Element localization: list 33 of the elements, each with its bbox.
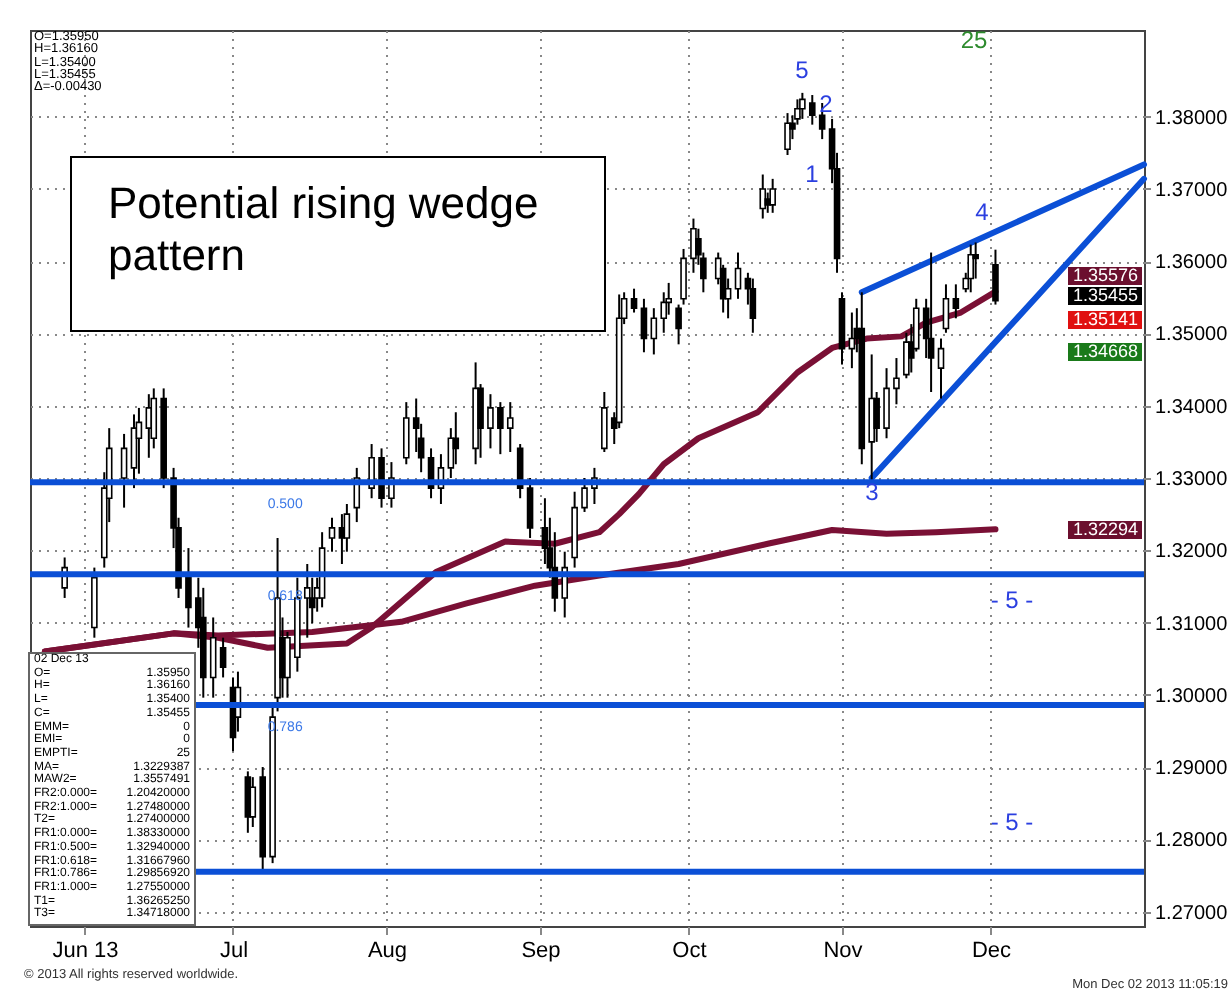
x-tick-label: Nov [823, 939, 864, 963]
y-tick-label: 1.34000 [1155, 396, 1229, 419]
annotation: - 5 - [990, 586, 1034, 614]
y-tick-label: 1.29000 [1155, 758, 1229, 781]
annotation: 1.35576 [1068, 265, 1142, 285]
x-tick-label: Dec [971, 939, 1013, 963]
annotation: Potential rising wedge pattern [108, 178, 541, 282]
x-tick-label: Jul [219, 939, 249, 963]
y-tick-label: 1.38000 [1155, 107, 1229, 130]
x-tick-label: Oct [672, 939, 707, 963]
annotation: 2 [819, 90, 833, 118]
y-tick-label: 1.30000 [1155, 685, 1229, 708]
y-tick-label: 1.35000 [1155, 324, 1229, 347]
y-tick-label: 1.33000 [1155, 469, 1229, 491]
y-tick-label: 1.37000 [1155, 179, 1229, 202]
annotation: 1 [805, 160, 819, 188]
annotation: 5 [795, 56, 809, 84]
y-tick-label: 1.31000 [1155, 613, 1229, 636]
annotation: 1.32294 [1068, 519, 1142, 539]
text: 1.35455 [1072, 285, 1138, 305]
y-tick-label: 1.27000 [1155, 902, 1229, 925]
y-tick-label: 1.32000 [1155, 541, 1229, 564]
annotation: 1.35141 [1068, 309, 1142, 329]
y-tick-label: 1.28000 [1155, 830, 1229, 853]
annotation: 1.34668 [1068, 341, 1142, 361]
annotation: - 5 - [990, 808, 1034, 836]
annotation: 3 [865, 478, 879, 506]
x-tick-label: Aug [367, 939, 408, 963]
x-tick-label: Sep [521, 939, 561, 963]
y-tick-label: 1.36000 [1155, 252, 1229, 275]
annotation: 4 [975, 198, 989, 226]
text: 25 [960, 26, 988, 54]
x-tick-label: Jun 13 [52, 939, 119, 963]
